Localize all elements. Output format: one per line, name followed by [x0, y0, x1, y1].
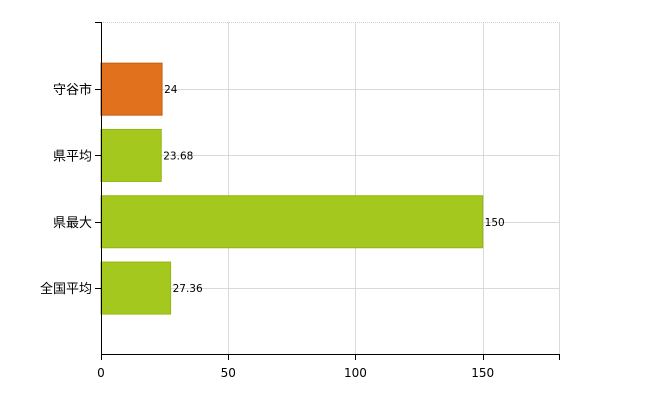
bar — [100, 62, 163, 116]
x-tick-label: 50 — [221, 366, 236, 380]
axes — [95, 22, 560, 360]
bar — [100, 195, 484, 249]
grid-lines — [101, 22, 560, 354]
category-label: 守谷市 — [53, 82, 92, 98]
data-label: 27.36 — [173, 283, 203, 295]
x-tick-label: 150 — [471, 366, 494, 380]
bars — [100, 62, 484, 315]
category-label: 全国平均 — [40, 281, 92, 297]
data-label: 150 — [485, 217, 505, 229]
data-label: 23.68 — [163, 150, 193, 162]
x-tick-label: 100 — [344, 366, 367, 380]
category-label: 県最大 — [53, 216, 92, 231]
x-tick-label: 0 — [97, 366, 105, 380]
data-label: 24 — [164, 84, 178, 96]
category-label: 県平均 — [53, 149, 92, 164]
bar — [100, 128, 162, 182]
bar — [100, 261, 172, 315]
labels: 24 守谷市 23.68 県平均 150 県最大 27.36 全国平均 0 50 100 150 — [40, 82, 505, 380]
